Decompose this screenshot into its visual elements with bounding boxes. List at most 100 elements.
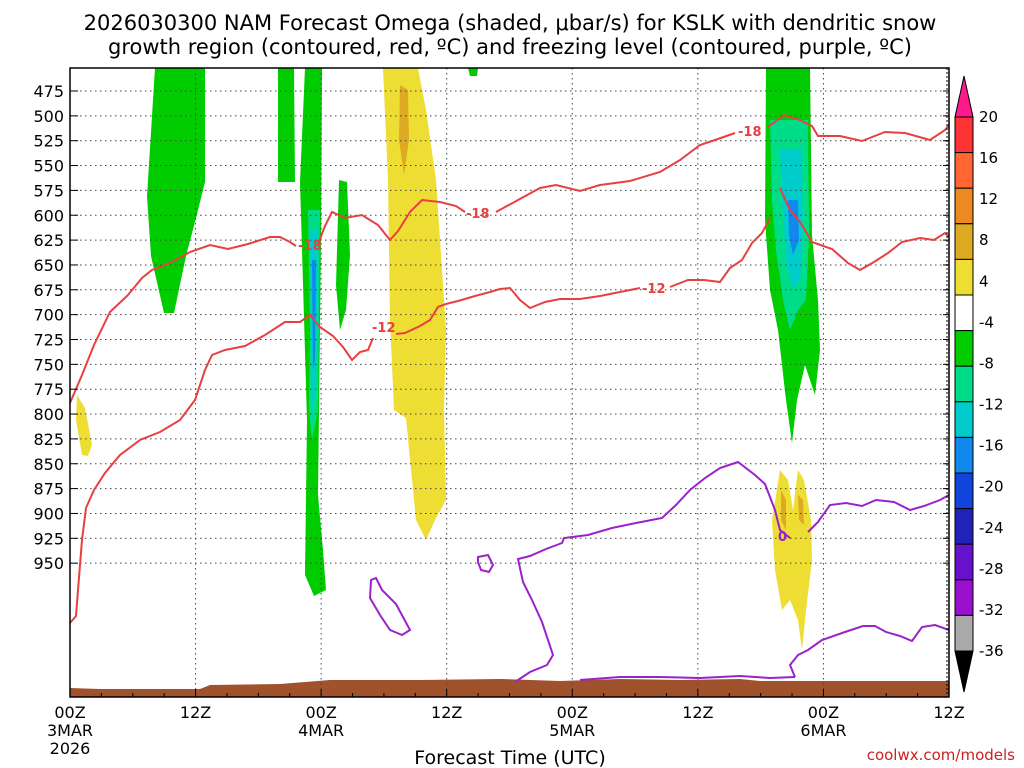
colorbar-label: 16	[979, 149, 998, 167]
contours	[69, 113, 950, 683]
colorbar-swatch	[954, 294, 974, 332]
x-tick-label: 00Z	[54, 703, 85, 722]
omega-region-yellow	[76, 395, 92, 456]
dgz-contour-minus12	[669, 217, 771, 288]
colorbar-swatch	[954, 472, 974, 510]
colorbar-label: -32	[979, 601, 1004, 619]
contour-label: -12	[642, 282, 666, 297]
colorbar-bottom-arrow	[954, 650, 974, 693]
freezing-level	[807, 494, 950, 533]
colorbar-swatch	[954, 508, 974, 545]
x-tick-label: 12Z	[180, 703, 211, 722]
omega-region-green	[278, 68, 295, 182]
colorbar-label: -36	[979, 642, 1004, 660]
colorbar-label: 20	[979, 108, 998, 126]
colorbar-swatch	[954, 543, 974, 581]
colorbar-swatch	[954, 258, 974, 296]
dgz-contour-minus12	[395, 286, 641, 335]
credit-text: coolwx.com/models	[867, 746, 1015, 764]
terrain-ground	[70, 679, 949, 697]
dgz-contour-minus18	[495, 132, 736, 213]
omega-region-green	[336, 180, 350, 330]
x-tick-year: 2026	[50, 739, 91, 758]
chart-title-line1: 2026030300 NAM Forecast Omega (shaded, μ…	[84, 11, 937, 35]
colorbar-label: -16	[979, 437, 1004, 455]
colorbar-swatch	[954, 365, 974, 403]
colorbar-label: 8	[979, 231, 989, 249]
colorbar-swatch	[954, 223, 974, 260]
contour-label: -18	[466, 207, 490, 222]
omega-shading	[76, 68, 820, 650]
x-tick-label: 12Z	[933, 703, 964, 722]
x-tick-date: 6MAR	[800, 721, 846, 740]
omega-region-gold	[399, 85, 409, 175]
y-tick-label: 775	[33, 380, 64, 399]
colorbar-label: -28	[979, 560, 1004, 578]
colorbar-swatch	[954, 330, 974, 367]
dgz-contour-minus12	[69, 313, 374, 624]
dgz-contour-minus18	[767, 113, 950, 143]
y-tick-label: 550	[33, 157, 64, 176]
colorbar-swatch	[954, 152, 974, 189]
chart-title-line2: growth region (contoured, red, ºC) and f…	[108, 35, 912, 59]
omega-region-gold	[781, 490, 786, 530]
colorbar-label: -4	[979, 313, 994, 331]
contour-label: 0	[778, 530, 787, 545]
colorbar-swatch	[954, 579, 974, 616]
freezing-level	[514, 460, 791, 683]
colorbar-swatch	[954, 187, 974, 225]
colorbar-label: -24	[979, 519, 1004, 537]
colorbar-swatch	[954, 436, 974, 474]
x-tick-date: 3MAR	[47, 721, 93, 740]
x-tick-label: 00Z	[808, 703, 839, 722]
y-tick-label: 925	[33, 529, 64, 548]
y-tick-label: 525	[33, 132, 64, 151]
colorbar-top-arrow	[954, 75, 974, 118]
y-tick-label: 875	[33, 480, 64, 499]
freezing-level-lower	[788, 623, 950, 678]
y-tick-label: 850	[33, 455, 64, 474]
dgz-contour-minus18	[69, 236, 297, 404]
y-tick-label: 575	[33, 181, 64, 200]
omega-region-yellow	[383, 68, 446, 540]
x-tick-label: 12Z	[682, 703, 713, 722]
colorbar-label: -8	[979, 354, 994, 372]
y-tick-label: 500	[33, 107, 64, 126]
x-tick-label: 00Z	[557, 703, 588, 722]
omega-region-gold	[798, 495, 804, 525]
x-tick-date: 4MAR	[298, 721, 344, 740]
y-tick-label: 700	[33, 306, 64, 325]
colorbar-swatch	[954, 614, 974, 652]
y-tick-label: 650	[33, 256, 64, 275]
y-axis: 475 500 525 550 575 600 625 650 675 700 725 750 775 8…	[33, 82, 949, 573]
y-tick-label: 800	[33, 405, 64, 424]
colorbar-label: -20	[979, 478, 1004, 496]
omega-region-blue	[312, 260, 316, 370]
contour-label: -18	[738, 125, 762, 140]
contour-label: -12	[372, 321, 396, 336]
x-tick-label: 00Z	[305, 703, 336, 722]
y-tick-label: 475	[33, 82, 64, 101]
dgz-contour-minus18-lower	[779, 187, 950, 272]
y-tick-label: 825	[33, 430, 64, 449]
colorbar-swatch	[954, 116, 974, 154]
y-tick-label: 625	[33, 231, 64, 250]
contour-label: -18	[298, 239, 322, 254]
y-tick-label: 600	[33, 206, 64, 225]
y-tick-label: 675	[33, 281, 64, 300]
colorbar-label: -12	[979, 396, 1004, 414]
y-tick-label: 725	[33, 331, 64, 350]
contour-labels: -18 -18 -18 -12 -12 0	[298, 125, 787, 545]
omega-region-blue	[788, 200, 799, 255]
colorbar-swatch	[954, 401, 974, 438]
y-tick-label: 900	[33, 504, 64, 523]
colorbar-label: 4	[979, 272, 989, 290]
freezing-level-lower	[579, 674, 796, 681]
x-tick-date: 5MAR	[549, 721, 595, 740]
omega-region-green	[468, 68, 478, 76]
colorbar-label: 12	[979, 190, 998, 208]
dgz-contour-minus18	[317, 198, 466, 245]
colorbar: 20 16 12 8 4 -4 -8 -12 -16 -20 -24 -28 -32 -36	[954, 75, 1004, 693]
